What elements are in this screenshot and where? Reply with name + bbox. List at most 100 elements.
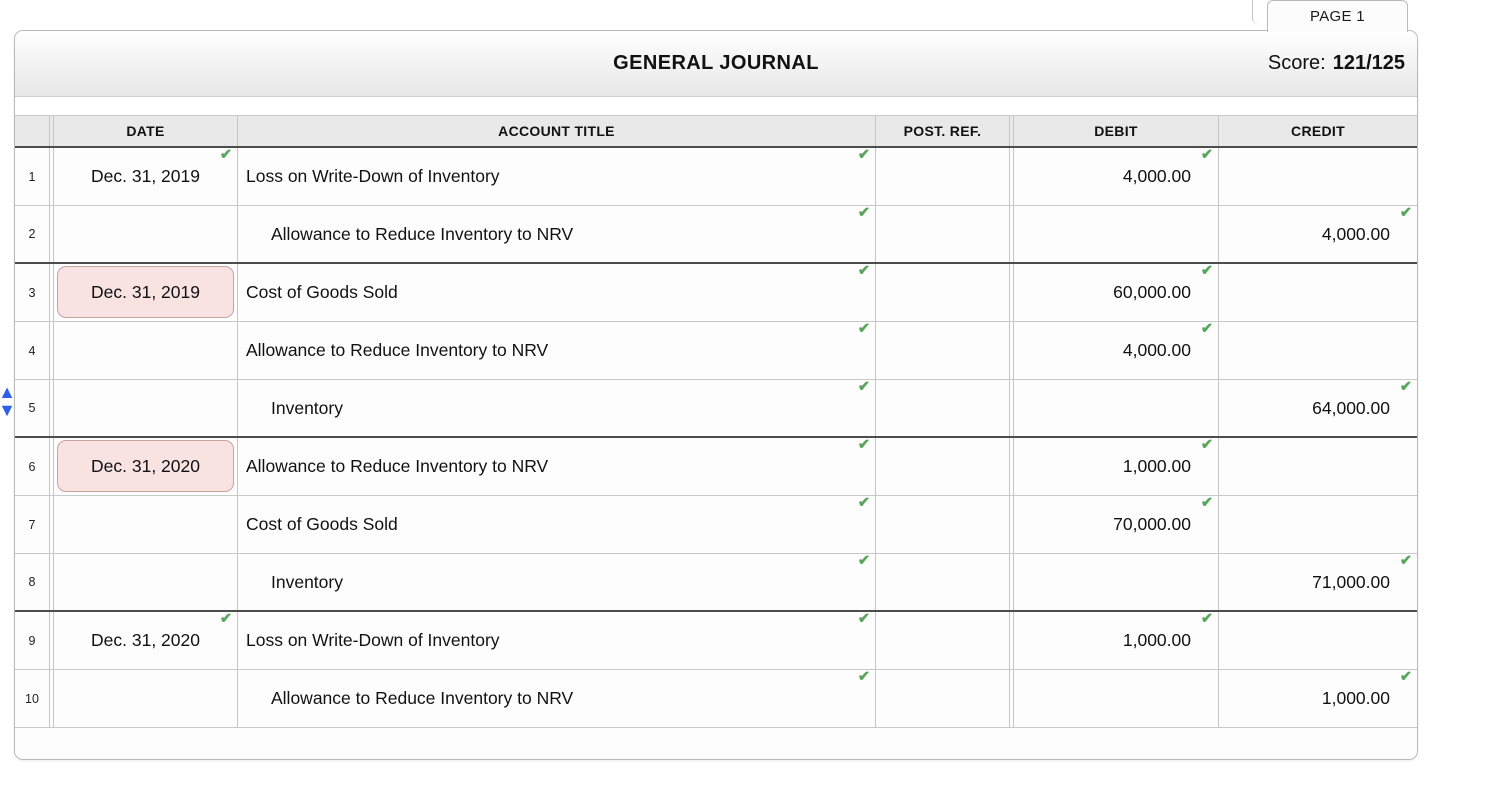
row-number: 2 (28, 227, 36, 241)
debit-value: 70,000.00 (1113, 514, 1191, 534)
date-cell[interactable]: Dec. 31, 2019 ✔ (54, 147, 238, 205)
debit-value: 1,000.00 (1122, 456, 1191, 476)
date-cell[interactable]: Dec. 31, 2019 (54, 264, 238, 321)
table-row: 10 Allowance to Reduce Inventory to NRV … (15, 669, 1417, 728)
account-title-value: Allowance to Reduce Inventory to NRV (246, 456, 549, 476)
row-move-control[interactable]: ▲ ▼ (0, 382, 16, 421)
account-title-value: Allowance to Reduce Inventory to NRV (246, 340, 549, 360)
debit-value: 4,000.00 (1122, 340, 1191, 360)
score-value: 121/125 (1332, 52, 1405, 74)
column-gutter (49, 148, 54, 205)
column-header-rownum (15, 116, 49, 146)
account-title-cell[interactable]: Inventory ✔ (238, 553, 876, 610)
account-title-cell[interactable]: Inventory ✔ (238, 379, 876, 436)
account-title-value: Loss on Write-Down of Inventory (246, 166, 500, 186)
row-number: 4 (28, 343, 36, 358)
journal-header: GENERAL JOURNAL Score: 121/125 (15, 31, 1417, 97)
account-title-cell[interactable]: Allowance to Reduce Inventory to NRV ✔ (238, 321, 876, 379)
tab-page-1[interactable]: PAGE 1 (1267, 0, 1408, 32)
credit-cell[interactable] (1219, 612, 1417, 669)
credit-cell[interactable] (1219, 496, 1417, 553)
table-row: 2 Allowance to Reduce Inventory to NRV ✔… (15, 205, 1417, 264)
column-gutter (1009, 554, 1014, 610)
debit-cell[interactable]: 4,000.00 ✔ (1014, 321, 1219, 379)
account-title-cell[interactable]: Loss on Write-Down of Inventory ✔ (238, 147, 876, 205)
account-title-cell[interactable]: Cost of Goods Sold ✔ (238, 495, 876, 553)
post-ref-cell[interactable] (876, 148, 1009, 205)
credit-cell[interactable]: 4,000.00 ✔ (1219, 205, 1417, 262)
column-gutter (49, 496, 54, 553)
debit-cell[interactable]: 70,000.00 ✔ (1014, 495, 1219, 553)
account-title-cell[interactable]: Allowance to Reduce Inventory to NRV ✔ (238, 437, 876, 495)
credit-cell[interactable] (1219, 148, 1417, 205)
date-cell[interactable] (54, 322, 238, 379)
date-incorrect-highlight[interactable]: Dec. 31, 2019 (57, 266, 234, 318)
check-icon: ✔ (1200, 495, 1213, 511)
check-icon: ✔ (857, 263, 870, 279)
check-icon: ✔ (219, 147, 232, 163)
account-title-cell[interactable]: Allowance to Reduce Inventory to NRV ✔ (238, 669, 876, 727)
debit-cell[interactable]: 1,000.00 ✔ (1014, 437, 1219, 495)
credit-cell[interactable]: 1,000.00 ✔ (1219, 669, 1417, 727)
move-row-up-icon[interactable]: ▲ (0, 382, 16, 402)
debit-cell[interactable] (1014, 670, 1219, 727)
date-cell[interactable]: Dec. 31, 2020 ✔ (54, 611, 238, 669)
row-number: 7 (28, 517, 36, 532)
date-cell[interactable] (54, 554, 238, 610)
column-gutter (1009, 206, 1014, 262)
debit-cell[interactable]: 60,000.00 ✔ (1014, 263, 1219, 321)
credit-cell[interactable]: 64,000.00 ✔ (1219, 379, 1417, 436)
post-ref-cell[interactable] (876, 496, 1009, 553)
column-gutter (49, 438, 54, 495)
date-cell[interactable] (54, 496, 238, 553)
table-row: 8 Inventory ✔ 71,000.00 ✔ (15, 553, 1417, 612)
check-icon: ✔ (1200, 321, 1213, 337)
column-gutter (49, 116, 54, 146)
row-number: 1 (28, 169, 36, 184)
debit-cell[interactable] (1014, 380, 1219, 436)
debit-cell[interactable]: 1,000.00 ✔ (1014, 611, 1219, 669)
post-ref-cell[interactable] (876, 322, 1009, 379)
post-ref-cell[interactable] (876, 612, 1009, 669)
column-gutter (49, 670, 54, 727)
column-gutter (49, 612, 54, 669)
table-row: 1 Dec. 31, 2019 ✔ Loss on Write-Down of … (15, 147, 1417, 206)
table-row: 6 Dec. 31, 2020 Allowance to Reduce Inve… (15, 437, 1417, 496)
credit-value: 4,000.00 (1321, 223, 1390, 244)
debit-cell[interactable] (1014, 554, 1219, 610)
credit-cell[interactable] (1219, 322, 1417, 379)
date-cell[interactable] (54, 206, 238, 262)
post-ref-cell[interactable] (876, 670, 1009, 727)
credit-cell[interactable] (1219, 264, 1417, 321)
column-gutter (49, 554, 54, 610)
post-ref-cell[interactable] (876, 380, 1009, 436)
post-ref-cell[interactable] (876, 264, 1009, 321)
column-gutter (49, 322, 54, 379)
account-title-cell[interactable]: Allowance to Reduce Inventory to NRV ✔ (238, 205, 876, 262)
credit-cell[interactable] (1219, 438, 1417, 495)
post-ref-cell[interactable] (876, 206, 1009, 262)
date-value: Dec. 31, 2020 (91, 455, 200, 476)
score-display: Score: 121/125 (1268, 31, 1405, 96)
row-number: 5 (28, 401, 36, 415)
date-cell[interactable] (54, 380, 238, 436)
tab-page-1-label: PAGE 1 (1310, 8, 1365, 25)
table-footer (15, 728, 1417, 759)
date-cell[interactable] (54, 670, 238, 727)
debit-value: 4,000.00 (1122, 166, 1191, 186)
account-title-cell[interactable]: Cost of Goods Sold ✔ (238, 263, 876, 321)
move-row-down-icon[interactable]: ▼ (0, 400, 16, 421)
column-gutter (1009, 380, 1014, 436)
account-title-cell[interactable]: Loss on Write-Down of Inventory ✔ (238, 611, 876, 669)
column-gutter (49, 264, 54, 321)
debit-cell[interactable] (1014, 206, 1219, 262)
check-icon: ✔ (1399, 669, 1412, 685)
debit-cell[interactable]: 4,000.00 ✔ (1014, 147, 1219, 205)
post-ref-cell[interactable] (876, 554, 1009, 610)
debit-value: 60,000.00 (1113, 282, 1191, 302)
check-icon: ✔ (857, 147, 870, 163)
date-cell[interactable]: Dec. 31, 2020 (54, 438, 238, 495)
credit-cell[interactable]: 71,000.00 ✔ (1219, 553, 1417, 610)
date-incorrect-highlight[interactable]: Dec. 31, 2020 (57, 440, 234, 492)
post-ref-cell[interactable] (876, 438, 1009, 495)
